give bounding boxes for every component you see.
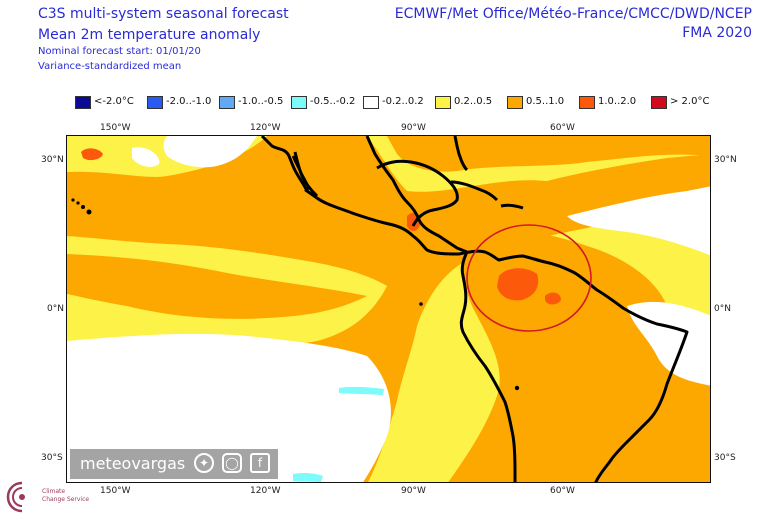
forecast-season: FMA 2020: [682, 25, 752, 41]
lon-label-bottom: 120°W: [250, 486, 281, 496]
lat-label-left: 30°S: [41, 453, 63, 463]
logo-text: Climate Change Service: [42, 488, 89, 504]
lon-label-top: 120°W: [250, 123, 281, 133]
coastline-cuba: [450, 180, 499, 202]
legend-label: 0.2..0.5: [454, 96, 493, 107]
lon-label-top: 90°W: [401, 123, 426, 133]
instagram-icon[interactable]: ◯: [222, 453, 242, 473]
highlight-circle: [466, 224, 592, 332]
anomaly-region-weak-cool: [293, 472, 323, 482]
legend-label: <-2.0°C: [94, 96, 134, 107]
legend-swatch: [651, 96, 667, 109]
anomaly-region-strong-warm: [545, 292, 561, 305]
coastline-pacific-south-america: [459, 251, 517, 482]
anomaly-region-warm: [67, 254, 367, 319]
watermark-name: meteovargas: [80, 454, 186, 473]
map-canvas: [67, 136, 710, 482]
lat-label-left: 30°N: [41, 155, 64, 165]
legend-label: -0.2..0.2: [382, 96, 424, 107]
lat-label-right: 30°S: [714, 453, 736, 463]
anomaly-region-neutral: [567, 186, 710, 256]
legend-swatch: [507, 96, 523, 109]
anomaly-region-neutral: [627, 301, 710, 386]
facebook-icon[interactable]: f: [250, 453, 270, 473]
twitter-icon[interactable]: ✦: [194, 453, 214, 473]
forecast-start: Nominal forecast start: 01/01/20: [38, 46, 201, 57]
map-subtitle: Mean 2m temperature anomaly: [38, 27, 261, 43]
legend-swatch: [75, 96, 91, 109]
legend-swatch: [363, 96, 379, 109]
anomaly-region-neutral: [132, 147, 160, 167]
legend-label: > 2.0°C: [670, 96, 710, 107]
anomaly-region-strong-warm-amazon: [497, 268, 539, 301]
legend-label: 0.5..1.0: [526, 96, 565, 107]
anomaly-map: [66, 135, 711, 483]
map-title: C3S multi-system seasonal forecast: [38, 6, 289, 22]
lat-label-left: 0°N: [47, 304, 64, 314]
logo-line-1: Climate: [42, 488, 66, 495]
lon-label-top: 150°W: [100, 123, 131, 133]
island-hawaii: [86, 209, 92, 215]
coastline-americas: [260, 136, 689, 482]
watermark-banner: meteovargas ✦ ◯ f: [70, 449, 278, 479]
coastline-central-america: [365, 136, 468, 254]
coastline-florida: [453, 136, 469, 172]
island-hawaii: [81, 205, 85, 209]
legend-swatch: [579, 96, 595, 109]
lat-label-right: 30°N: [714, 155, 737, 165]
lon-label-bottom: 60°W: [550, 486, 575, 496]
forecast-centres: ECMWF/Met Office/Météo-France/CMCC/DWD/N…: [394, 6, 752, 22]
legend-label: -1.0..-0.5: [238, 96, 284, 107]
lat-label-right: 0°N: [714, 304, 731, 314]
legend-label: 1.0..2.0: [598, 96, 637, 107]
legend-swatch: [147, 96, 163, 109]
legend-label: -2.0..-1.0: [166, 96, 212, 107]
island-hawaii: [76, 201, 80, 205]
legend-swatch: [291, 96, 307, 109]
logo-line-2: Change Service: [42, 496, 90, 503]
anomaly-region-strong-warm: [81, 148, 103, 161]
coastline-hispaniola: [500, 203, 524, 210]
island-galapagos: [419, 302, 423, 306]
anomaly-region-weak-cool: [339, 386, 384, 395]
island-small: [514, 385, 520, 391]
lon-label-bottom: 150°W: [100, 486, 131, 496]
legend-swatch: [219, 96, 235, 109]
island-hawaii: [71, 198, 75, 202]
variance-note: Variance-standardized mean: [38, 61, 182, 72]
anomaly-region-neutral: [67, 333, 391, 482]
lon-label-top: 60°W: [550, 123, 575, 133]
copernicus-climate-logo: [6, 481, 25, 513]
anomaly-region-neutral: [163, 136, 257, 168]
legend-swatch: [435, 96, 451, 109]
lon-label-bottom: 90°W: [401, 486, 426, 496]
coastline-gulf-mexico: [376, 159, 459, 227]
anomaly-region-warm: [387, 136, 710, 172]
coastline-baja-california: [291, 155, 310, 192]
legend-label: -0.5..-0.2: [310, 96, 356, 107]
